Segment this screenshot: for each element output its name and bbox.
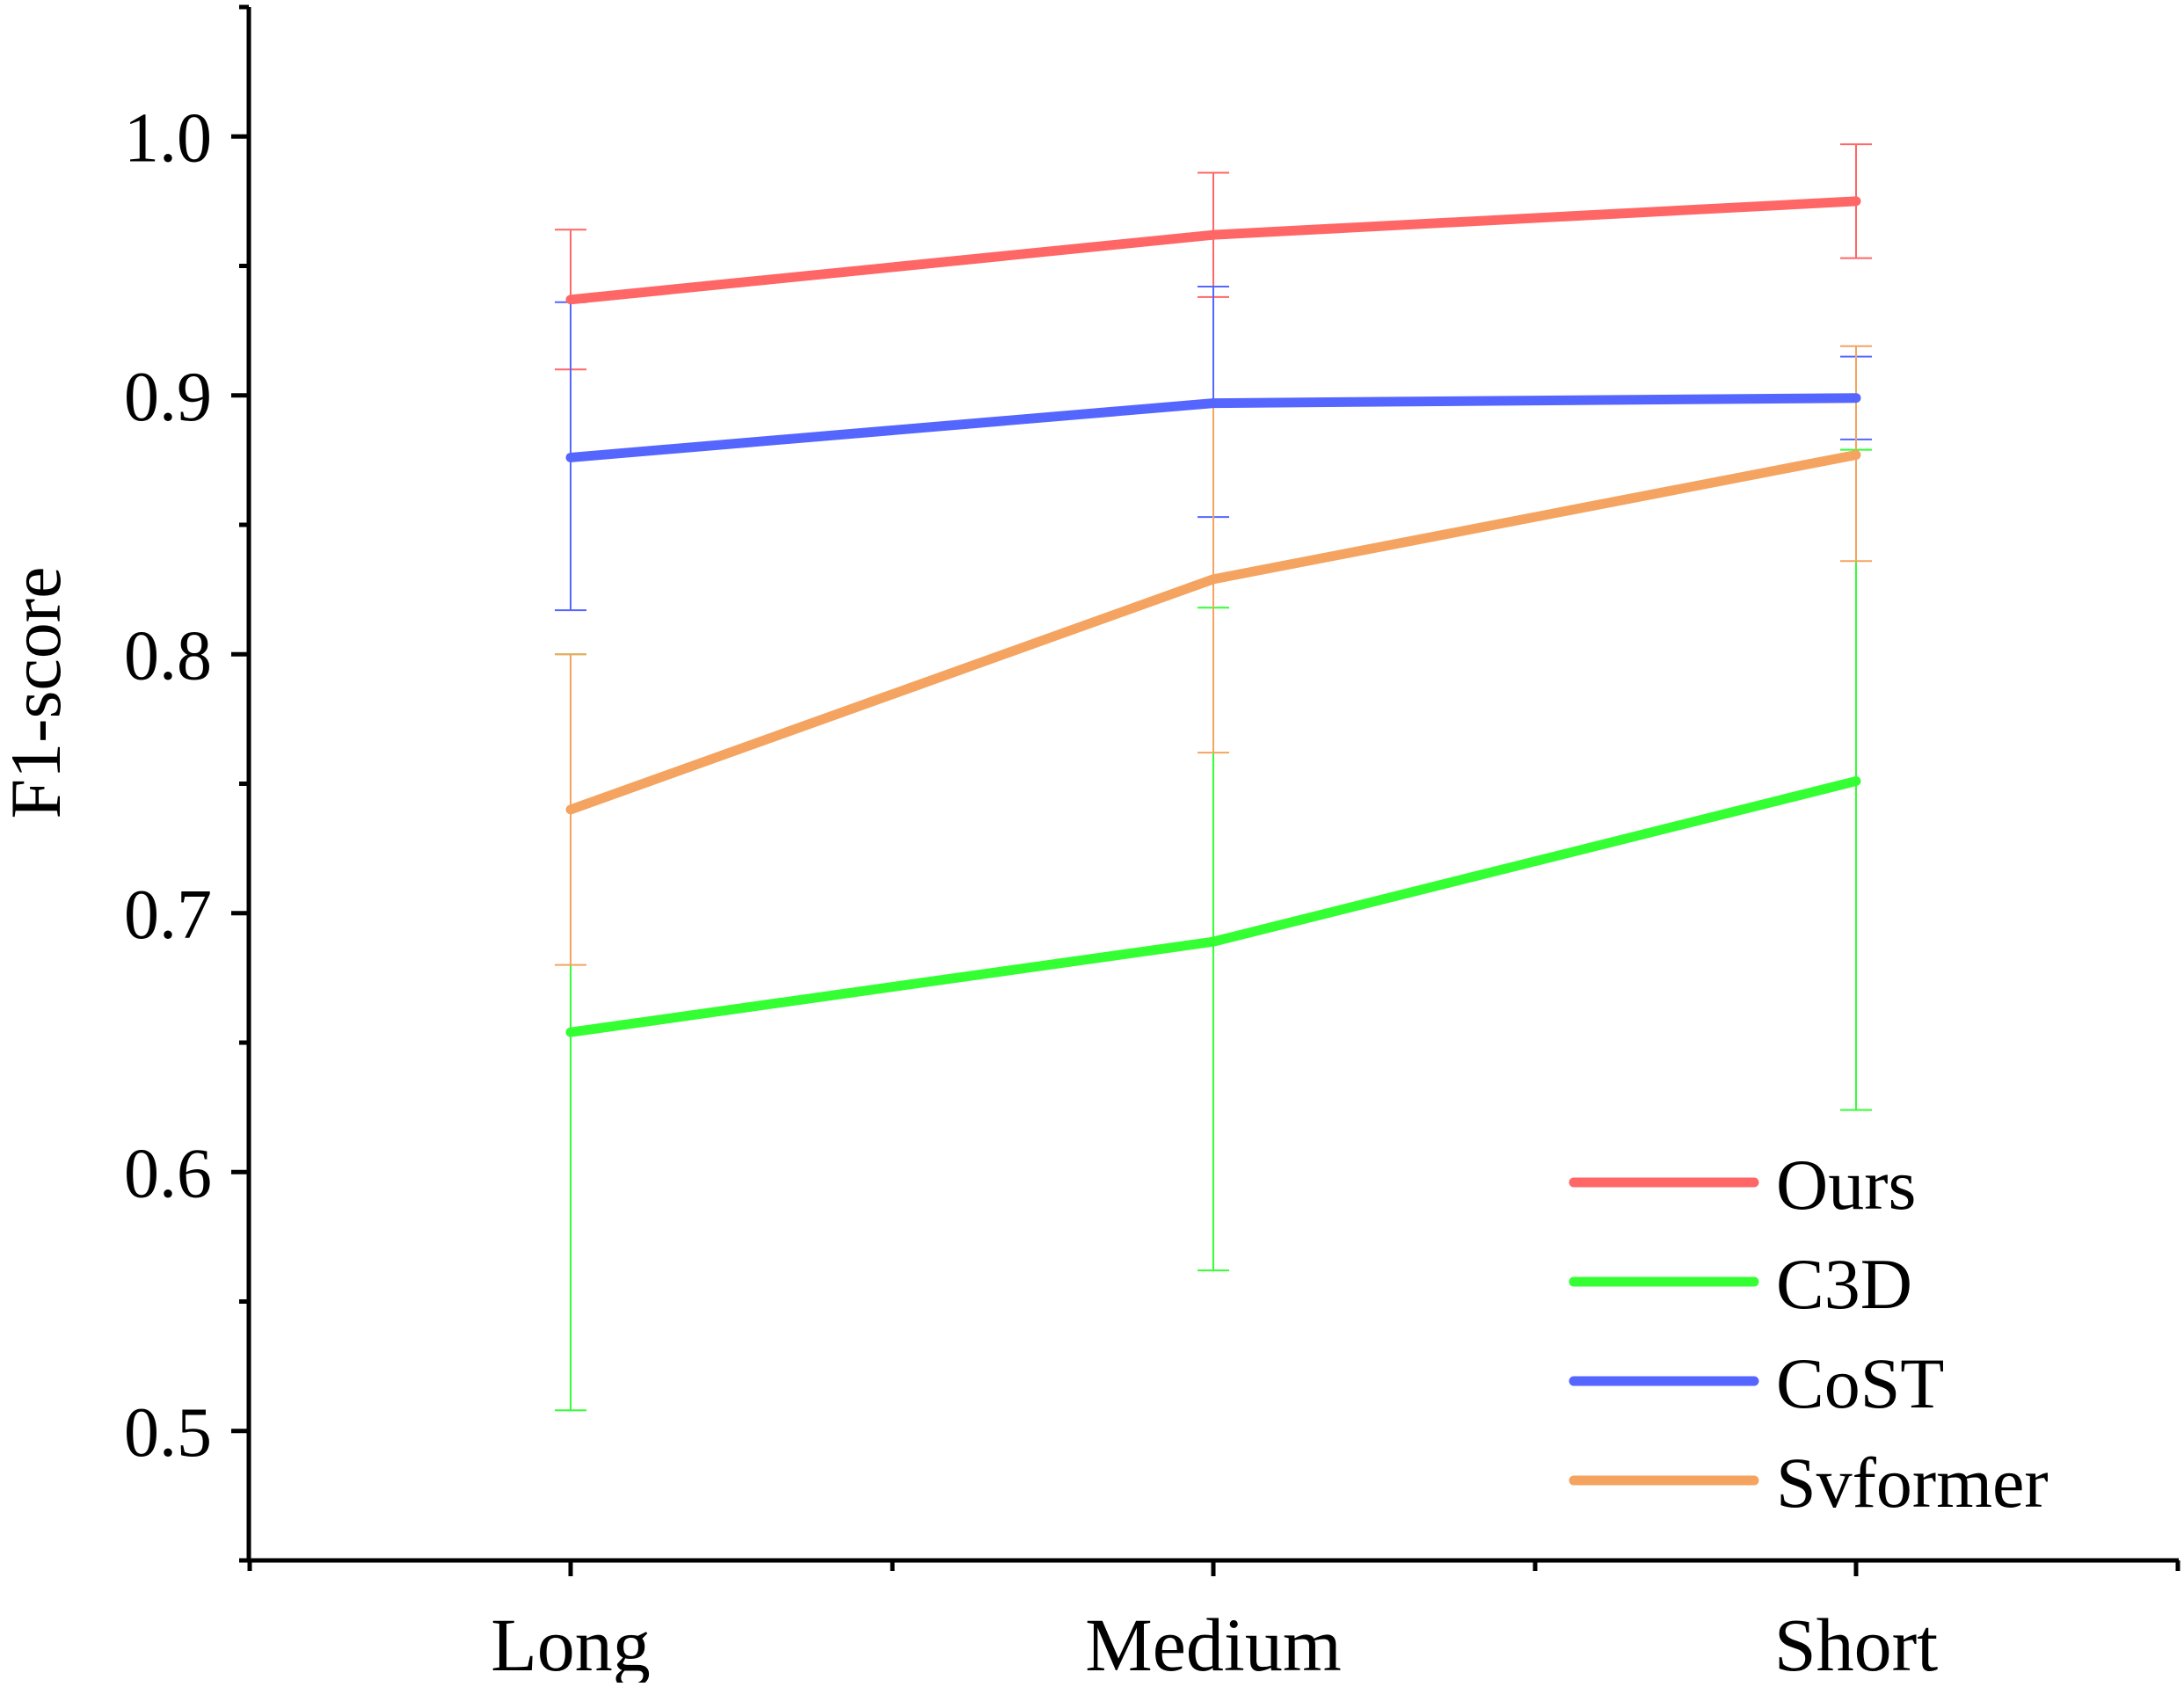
legend-label: CoST bbox=[1776, 1343, 1944, 1423]
y-tick-label: 0.5 bbox=[124, 1394, 212, 1472]
y-tick-label: 0.8 bbox=[124, 617, 212, 694]
x-tick-label: Short bbox=[1774, 1603, 1938, 1683]
error-bars bbox=[555, 143, 1872, 1412]
x-tick-label: Medium bbox=[1085, 1603, 1341, 1683]
legend-label: Svformer bbox=[1776, 1443, 2049, 1523]
legend-item-svformer: Svformer bbox=[1569, 1443, 2049, 1523]
x-tick-label: Long bbox=[491, 1603, 651, 1683]
series-line-ours bbox=[565, 196, 1861, 305]
series-line-svformer bbox=[565, 449, 1861, 815]
y-tick-label: 0.7 bbox=[124, 876, 212, 954]
legend-label: C3D bbox=[1776, 1244, 1912, 1324]
legend: Ours C3D CoST Svformer bbox=[1569, 1145, 2049, 1523]
y-ticks: 0.5 0.6 0.7 0.8 0.9 1.0 bbox=[124, 4, 249, 1563]
series-lines bbox=[565, 196, 1861, 1037]
y-axis-label: F1-score bbox=[0, 567, 76, 819]
legend-item-ours: Ours bbox=[1569, 1145, 1916, 1225]
series-line-cost bbox=[565, 393, 1861, 462]
x-ticks: Long Medium Short bbox=[247, 1560, 2180, 1687]
series-line-c3d bbox=[565, 776, 1861, 1037]
y-tick-label: 1.0 bbox=[124, 99, 212, 177]
legend-item-c3d: C3D bbox=[1569, 1244, 1912, 1324]
y-tick-label: 0.6 bbox=[124, 1135, 212, 1212]
legend-item-cost: CoST bbox=[1569, 1343, 1944, 1423]
y-tick-label: 0.9 bbox=[124, 359, 212, 436]
legend-label: Ours bbox=[1776, 1145, 1916, 1225]
